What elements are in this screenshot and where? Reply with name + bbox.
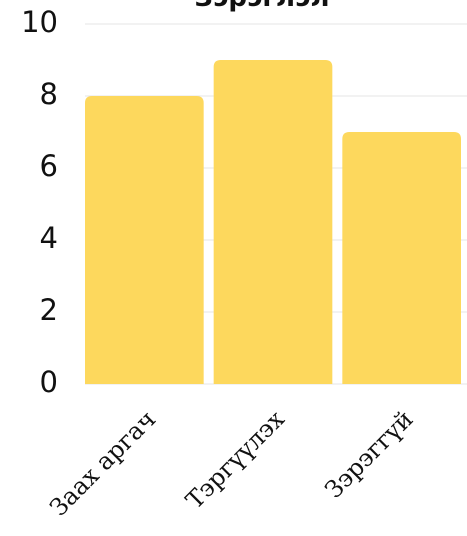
x-tick-label: Тэргүүлэх — [180, 405, 290, 515]
y-tick-label: 2 — [40, 293, 58, 327]
x-axis-ticks: Заах аргач Тэргүүлэх Зэрэггүй — [44, 405, 418, 522]
x-tick-label: Зэрэггүй — [320, 405, 419, 504]
chart-title: Зэрэглэл — [195, 0, 330, 13]
bars — [85, 60, 461, 384]
y-tick-label: 10 — [21, 5, 58, 39]
y-tick-label: 0 — [40, 365, 58, 399]
bar — [85, 96, 204, 384]
y-axis-ticks: 0 2 4 6 8 10 — [21, 5, 58, 399]
y-tick-label: 4 — [40, 221, 58, 255]
y-tick-label: 6 — [40, 149, 58, 183]
y-tick-label: 8 — [40, 77, 58, 111]
bar — [342, 132, 461, 384]
x-tick-label: Заах аргач — [44, 405, 161, 522]
bar — [213, 60, 333, 384]
